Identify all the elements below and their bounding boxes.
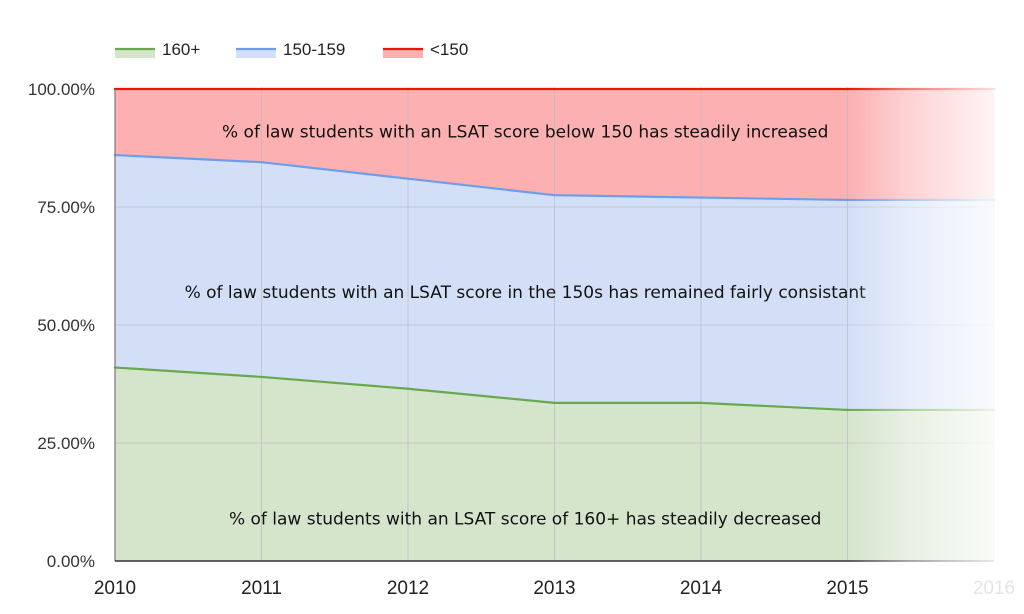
y-tick-label: 0.00% (47, 552, 95, 571)
y-tick-label: 100.00% (28, 80, 95, 99)
right-edge-fade (848, 60, 1024, 614)
data-point-1-2014 (699, 401, 703, 405)
legend-swatch-3 (383, 49, 423, 58)
legend: 160+ 150-159 <150 (115, 40, 468, 59)
data-point-1-2013 (553, 401, 556, 405)
data-point-3-2012 (406, 87, 410, 91)
x-tick-label: 2014 (680, 578, 723, 599)
data-point-2-2012 (406, 177, 410, 180)
data-point-2-2011 (260, 160, 263, 164)
y-tick-label: 25.00% (37, 434, 95, 453)
legend-swatch-2 (236, 49, 276, 58)
x-tick-label: 2010 (94, 578, 136, 599)
y-tick-label: 50.00% (37, 316, 95, 335)
line-layer (113, 87, 996, 412)
axis-layer: 0.00% 25.00% 50.00% 75.00% 100.00% (28, 80, 994, 571)
x-tick-label: 2015 (826, 578, 868, 599)
legend-label-1: 160+ (162, 40, 200, 59)
data-point-1-2011 (260, 375, 263, 379)
annotation-layer: % of law students with an LSAT score bel… (185, 122, 867, 529)
data-point-3-2013 (553, 87, 556, 91)
x-tick-label: 2011 (241, 578, 282, 599)
legend-label-2: 150-159 (283, 40, 345, 59)
data-point-3-2014 (699, 87, 703, 91)
data-point-3-2011 (260, 87, 263, 91)
data-point-1-2012 (406, 387, 410, 390)
annotation-2: % of law students with an LSAT score in … (185, 283, 867, 303)
x-tick-label: 2013 (533, 578, 575, 599)
x-axis-ticks: 2010 2011 2012 2013 2014 2015 2016 (94, 578, 1015, 599)
annotation-1: % of law students with an LSAT score bel… (222, 122, 828, 142)
y-tick-label: 75.00% (37, 198, 95, 217)
data-point-2-2014 (699, 196, 703, 199)
x-tick-label: 2016 (973, 578, 1015, 599)
x-tick-label: 2012 (387, 578, 429, 599)
data-point-2-2013 (553, 194, 556, 197)
annotation-3: % of law students with an LSAT score of … (229, 510, 822, 530)
legend-swatch-1 (115, 49, 155, 58)
legend-label-3: <150 (430, 40, 468, 59)
